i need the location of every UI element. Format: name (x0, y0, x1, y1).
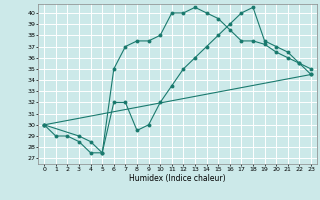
X-axis label: Humidex (Indice chaleur): Humidex (Indice chaleur) (129, 174, 226, 183)
